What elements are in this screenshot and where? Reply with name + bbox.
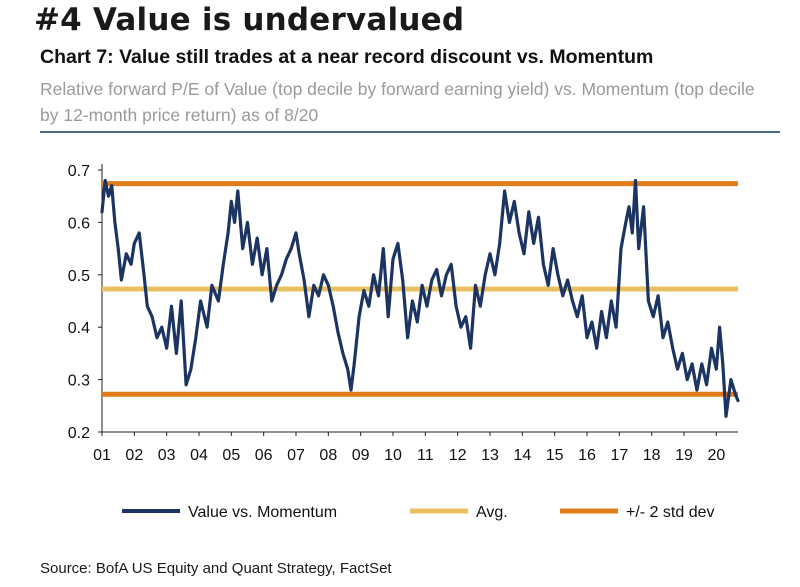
header-divider	[40, 131, 780, 133]
x-tick-label: 20	[707, 447, 725, 464]
x-tick-label: 09	[352, 447, 370, 464]
x-tick-label: 04	[190, 447, 208, 464]
value-vs-momentum-series	[100, 178, 740, 418]
x-tick-label: 17	[610, 447, 628, 464]
legend-label-0: Value vs. Momentum	[188, 504, 337, 521]
chart-title: Chart 7: Value still trades at a near re…	[40, 46, 654, 68]
x-tick-label: 10	[384, 447, 402, 464]
x-tick-label: 07	[287, 447, 305, 464]
x-tick-label: 15	[546, 447, 564, 464]
y-tick-label: 0.3	[68, 373, 90, 390]
line-chart: 0.7 0.6 0.5 0.4 0.3 0.2 01 02 03 04 05 06 07 08 09 10 1…	[68, 163, 740, 521]
y-tick-label: 0.6	[68, 215, 90, 232]
x-axis: 01 02 03 04 05 06 07 08 09 10 11 12 13 14 15 16 17 18 19 20	[93, 431, 738, 464]
x-tick-label: 12	[449, 447, 467, 464]
y-tick-label: 0.7	[68, 163, 90, 180]
x-tick-label: 16	[578, 447, 596, 464]
plot-area	[100, 178, 740, 418]
source-note: Source: BofA US Equity and Quant Strateg…	[40, 560, 392, 577]
legend: Value vs. Momentum Avg. +/- 2 std dev	[122, 504, 715, 521]
x-tick-label: 02	[125, 447, 143, 464]
x-tick-label: 19	[675, 447, 693, 464]
x-tick-label: 03	[158, 447, 176, 464]
x-tick-label: 13	[481, 447, 499, 464]
x-tick-label: 05	[222, 447, 240, 464]
x-tick-label: 11	[417, 447, 434, 464]
x-tick-label: 08	[319, 447, 337, 464]
y-tick-label: 0.4	[68, 320, 90, 337]
x-tick-label: 14	[513, 447, 531, 464]
y-tick-label: 0.2	[68, 425, 90, 442]
x-tick-label: 01	[93, 447, 111, 464]
headline: #4 Value is undervalued	[34, 2, 465, 38]
y-axis: 0.7 0.6 0.5 0.4 0.3 0.2	[68, 163, 103, 442]
legend-label-1: Avg.	[476, 504, 508, 521]
x-tick-label: 06	[255, 447, 273, 464]
chart-subtitle: Relative forward P/E of Value (top decil…	[40, 79, 755, 125]
legend-label-2: +/- 2 std dev	[626, 504, 715, 521]
x-tick-label: 18	[643, 447, 661, 464]
y-tick-label: 0.5	[68, 268, 90, 285]
